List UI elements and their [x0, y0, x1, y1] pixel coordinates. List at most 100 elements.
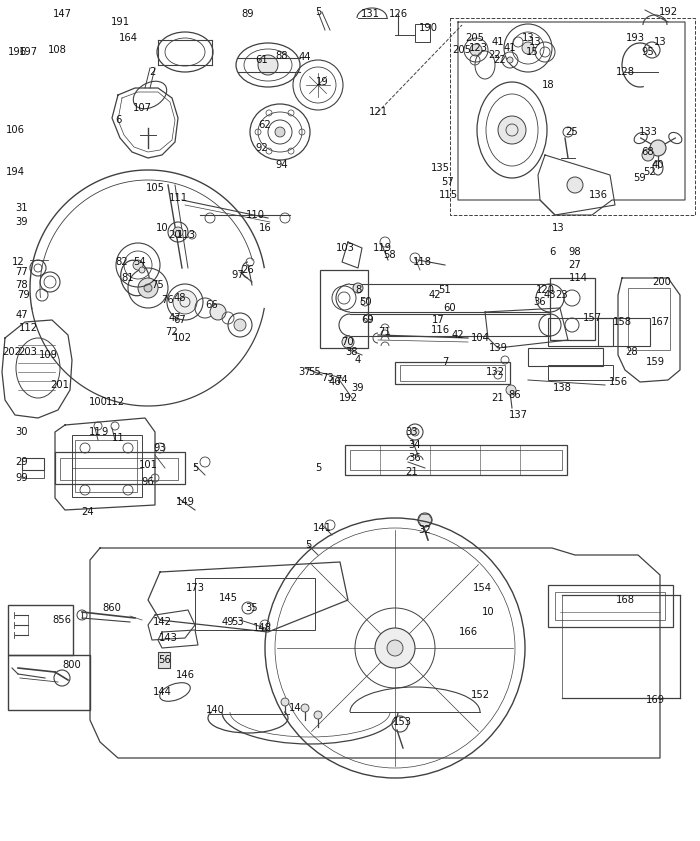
Text: 139: 139: [489, 343, 508, 353]
Bar: [22, 458, 44, 470]
Bar: [60, 458, 178, 480]
Text: 105: 105: [146, 183, 164, 193]
Bar: [72, 435, 142, 497]
Text: 59: 59: [634, 173, 646, 183]
Text: 72: 72: [166, 327, 179, 337]
Text: 47: 47: [169, 313, 181, 323]
Text: 103: 103: [335, 243, 354, 253]
Bar: [528, 348, 603, 366]
Circle shape: [301, 704, 309, 712]
Text: 89: 89: [241, 9, 254, 19]
Bar: [628, 288, 670, 350]
Text: 142: 142: [153, 617, 172, 627]
Text: 48: 48: [174, 293, 186, 303]
Text: 11: 11: [89, 427, 102, 437]
Text: 60: 60: [444, 303, 456, 313]
Text: 205: 205: [452, 45, 472, 55]
Text: 166: 166: [458, 627, 477, 637]
Text: 107: 107: [132, 103, 151, 113]
Text: 13: 13: [528, 37, 541, 47]
Bar: [415, 24, 430, 42]
Bar: [400, 365, 505, 381]
Text: 73: 73: [322, 373, 335, 383]
Text: 114: 114: [568, 273, 587, 283]
Circle shape: [281, 698, 289, 706]
Circle shape: [234, 319, 246, 331]
Circle shape: [375, 628, 415, 668]
Text: 37: 37: [299, 367, 312, 377]
Text: 202: 202: [3, 347, 22, 357]
Text: 138: 138: [552, 383, 571, 393]
Text: 102: 102: [172, 333, 192, 343]
Text: 800: 800: [62, 660, 81, 670]
Bar: [320, 270, 368, 348]
Text: 27: 27: [568, 260, 582, 270]
Text: 98: 98: [568, 247, 581, 257]
Text: 21: 21: [491, 393, 505, 403]
Text: 34: 34: [409, 440, 421, 450]
Text: 51: 51: [439, 285, 452, 295]
Text: 55: 55: [309, 367, 321, 377]
Text: 146: 146: [176, 670, 195, 680]
Text: 111: 111: [169, 193, 188, 203]
Text: 118: 118: [412, 257, 431, 267]
Circle shape: [522, 42, 534, 54]
Ellipse shape: [470, 44, 482, 56]
Text: 61: 61: [256, 55, 268, 65]
Bar: [550, 278, 595, 340]
Text: 191: 191: [111, 17, 130, 27]
Circle shape: [173, 227, 183, 237]
Text: 141: 141: [312, 523, 332, 533]
Circle shape: [411, 428, 419, 436]
Bar: [158, 652, 170, 668]
Bar: [548, 365, 613, 380]
Text: 14: 14: [288, 703, 301, 713]
Text: 13: 13: [654, 37, 666, 47]
Bar: [8, 605, 73, 655]
Circle shape: [314, 711, 322, 719]
Circle shape: [138, 278, 158, 298]
Text: 67: 67: [174, 315, 186, 325]
Circle shape: [387, 640, 403, 656]
Text: 115: 115: [438, 190, 458, 200]
Text: 49: 49: [222, 617, 235, 627]
Bar: [548, 585, 673, 627]
Text: 74: 74: [336, 375, 349, 385]
Text: 82: 82: [116, 257, 128, 267]
Text: 123: 123: [468, 43, 487, 53]
Text: 25: 25: [566, 127, 578, 137]
Text: 12: 12: [12, 257, 24, 267]
Circle shape: [353, 283, 363, 293]
Circle shape: [507, 57, 513, 63]
Text: 5: 5: [192, 463, 198, 473]
Text: 158: 158: [612, 317, 631, 327]
Circle shape: [650, 140, 666, 156]
Text: 193: 193: [626, 33, 645, 43]
Text: 20: 20: [169, 230, 181, 240]
Text: 153: 153: [393, 717, 412, 727]
Text: 16: 16: [258, 223, 272, 233]
Text: 104: 104: [470, 333, 489, 343]
Text: 81: 81: [122, 273, 134, 283]
Text: 28: 28: [626, 347, 638, 357]
Text: 9: 9: [102, 427, 108, 437]
Text: 94: 94: [276, 160, 288, 170]
Text: 152: 152: [470, 690, 489, 700]
Text: 156: 156: [608, 377, 628, 387]
Text: 203: 203: [19, 347, 37, 357]
Text: 33: 33: [406, 427, 419, 437]
Text: 148: 148: [253, 623, 272, 633]
Text: 93: 93: [154, 443, 167, 453]
Text: 47: 47: [15, 310, 28, 320]
Text: 106: 106: [6, 125, 25, 135]
Text: 116: 116: [430, 325, 449, 335]
Text: 15: 15: [526, 47, 538, 57]
Text: 36: 36: [409, 453, 421, 463]
Text: 860: 860: [103, 603, 121, 613]
Text: 22: 22: [494, 55, 506, 65]
Text: 97: 97: [232, 270, 244, 280]
Text: 40: 40: [652, 160, 664, 170]
Text: 140: 140: [206, 705, 225, 715]
Text: 143: 143: [159, 633, 177, 643]
Text: 132: 132: [486, 367, 505, 377]
